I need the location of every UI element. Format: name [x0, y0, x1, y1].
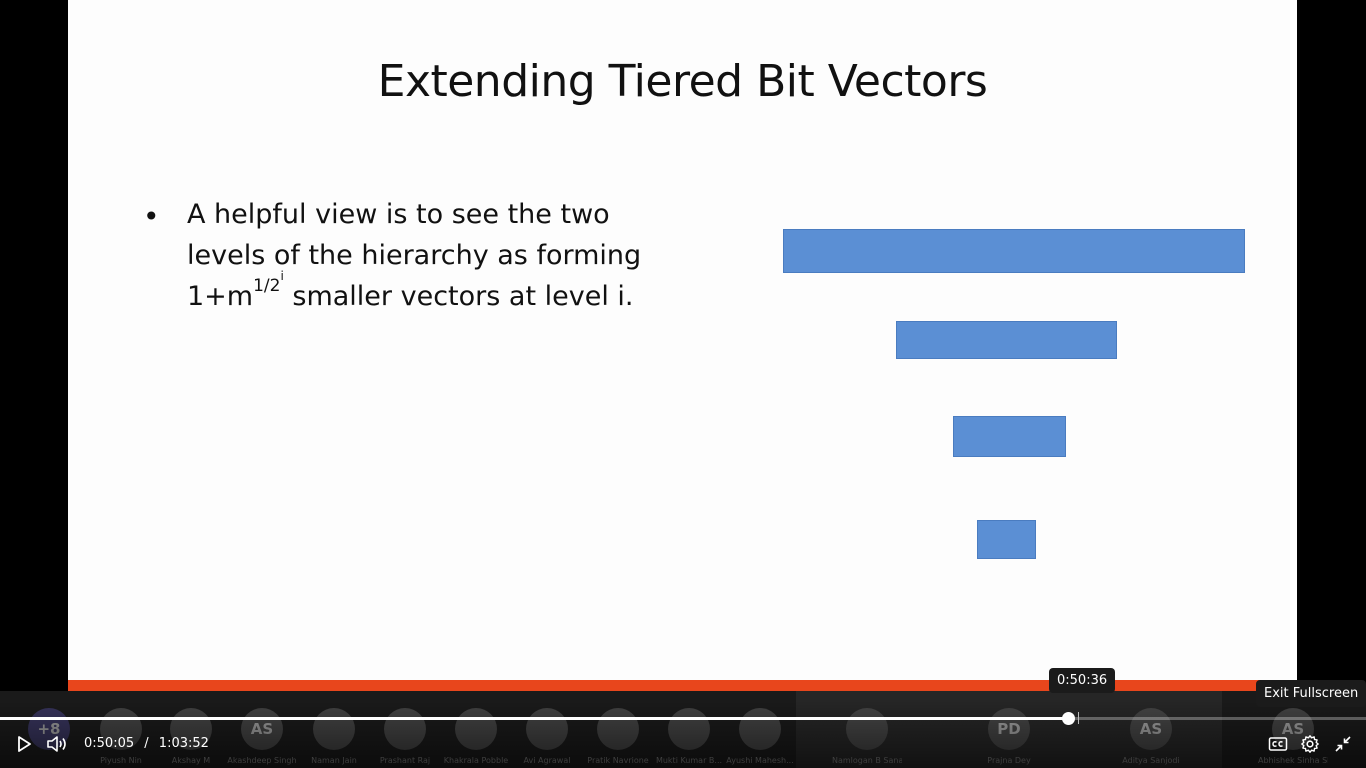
volume-icon [47, 736, 66, 752]
vector-bar-level-1 [896, 321, 1117, 359]
slide: Extending Tiered Bit Vectors • A helpful… [68, 0, 1297, 680]
captions-icon [1268, 737, 1288, 751]
total-duration: 1:03:52 [158, 736, 209, 751]
bullet-text: A helpful view is to see the two levels … [187, 194, 707, 317]
gear-icon [1301, 735, 1319, 753]
formula-base: 1+m [187, 281, 254, 312]
exit-fullscreen-icon [1335, 736, 1351, 752]
bullet-line-1: A helpful view is to see the two [187, 199, 610, 230]
formula-exponent: 1/2i [253, 270, 284, 296]
current-time: 0:50:05 [84, 736, 135, 751]
exit-fullscreen-tooltip: Exit Fullscreen [1256, 680, 1366, 707]
bullet-line-3: 1+m1/2i smaller vectors at level i. [187, 270, 707, 317]
progress-played [0, 717, 1068, 720]
controls-shade [0, 700, 1366, 768]
volume-button[interactable] [46, 734, 68, 754]
captions-button[interactable] [1268, 735, 1288, 753]
bullet-dot: • [143, 200, 160, 233]
slide-footer-bar [68, 680, 1297, 691]
hover-time-tooltip: 0:50:36 [1049, 668, 1116, 693]
exit-fullscreen-button[interactable] [1334, 735, 1352, 753]
vector-bar-level-0 [783, 229, 1245, 273]
vector-bar-level-2 [953, 416, 1066, 457]
slide-title: Extending Tiered Bit Vectors [377, 56, 988, 107]
progress-scrubber[interactable] [1062, 712, 1075, 725]
play-button[interactable] [14, 734, 34, 754]
time-separator: / [144, 736, 149, 751]
formula-tail: smaller vectors at level i. [283, 281, 634, 312]
formula-exponent-exponent: i [280, 269, 284, 284]
bullet-line-2: levels of the hierarchy as forming [187, 240, 642, 271]
settings-button[interactable] [1300, 734, 1320, 754]
play-icon [18, 736, 31, 752]
time-display: 0:50:05 / 1:03:52 [84, 736, 209, 751]
formula-exponent-text: 1/2 [253, 276, 281, 296]
vector-bar-level-3 [977, 520, 1036, 559]
hover-marker [1078, 712, 1079, 724]
